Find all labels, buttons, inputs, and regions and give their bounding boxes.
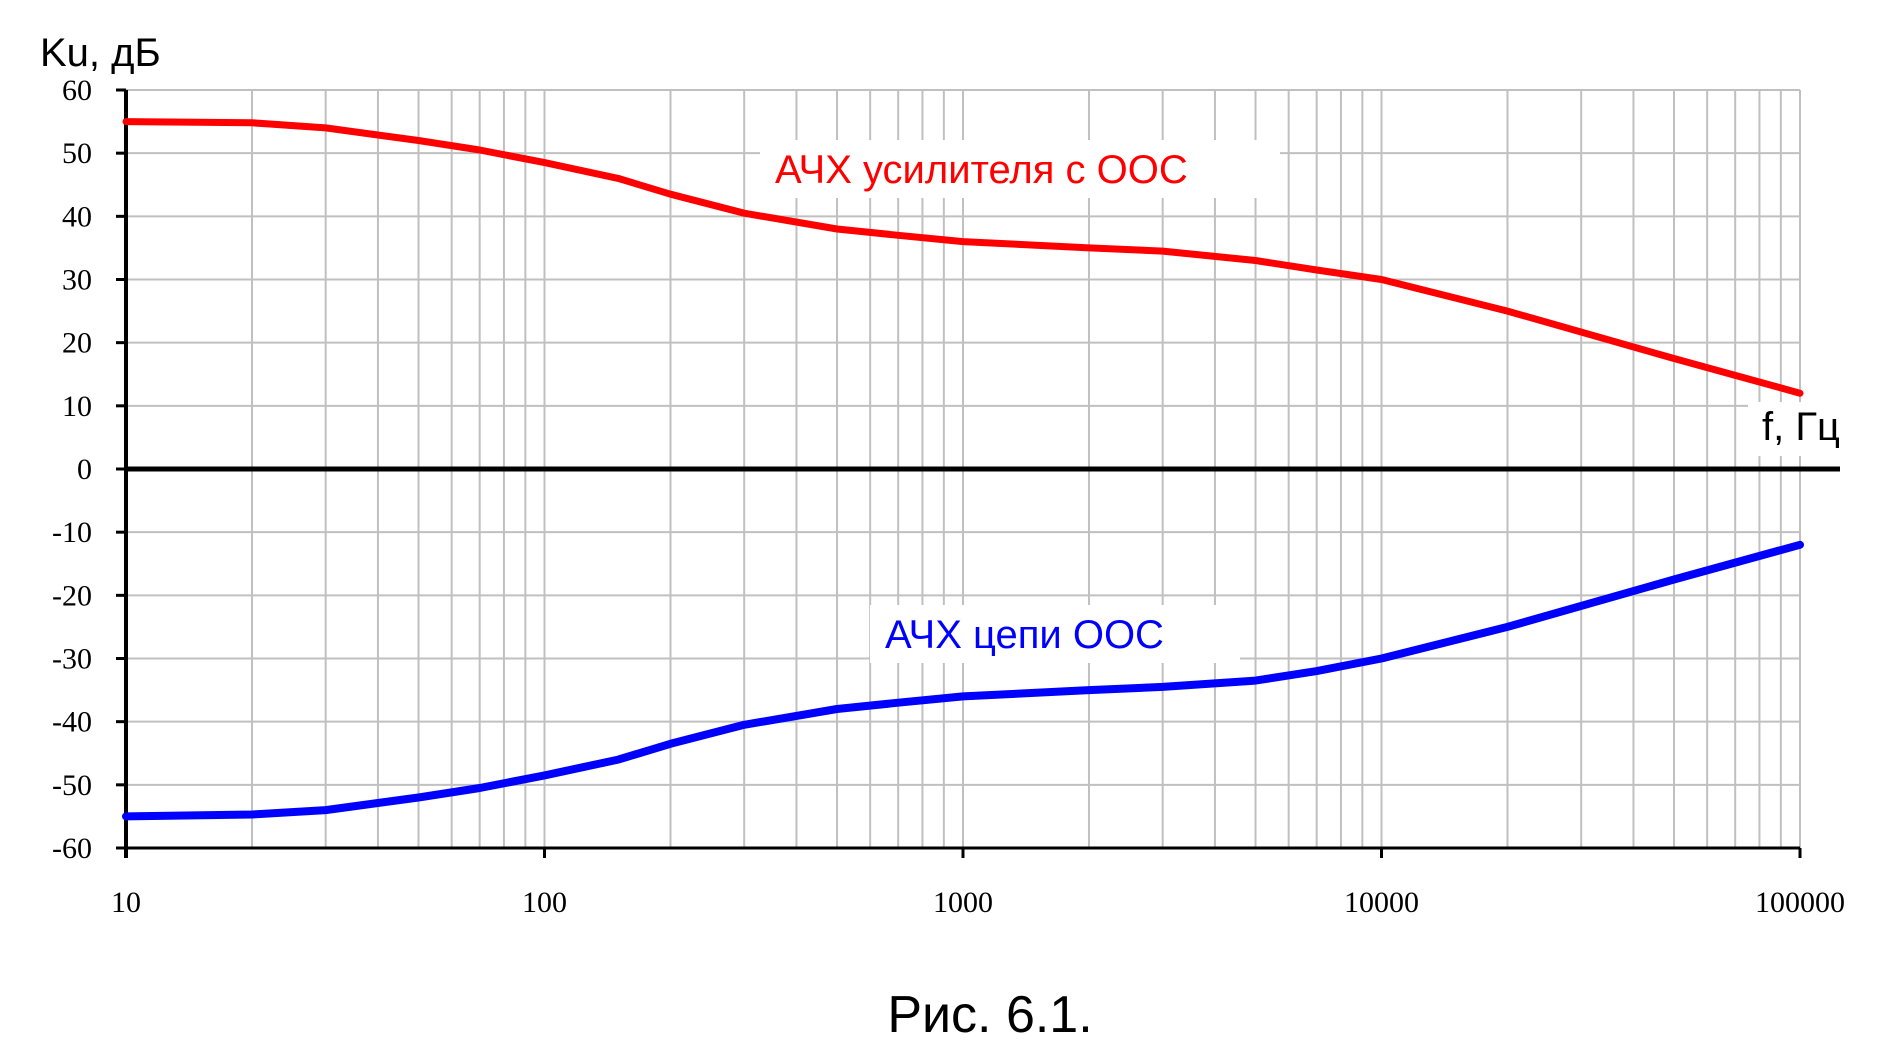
x-tick-label: 100000 [1755,886,1845,919]
x-tick-label: 1000 [933,886,993,919]
x-axis-title: f, Гц [1762,405,1840,449]
y-axis-title: Ku, дБ [40,31,161,75]
series-label-background-blue [870,605,1240,663]
figure-caption: Рис. 6.1. [887,986,1092,1044]
y-tick-label: -30 [52,643,92,676]
axes [124,90,1840,858]
y-tick-label: 30 [62,264,92,297]
y-tick-label: -60 [52,832,92,865]
x-tick-label: 10000 [1344,886,1419,919]
x-tick-label: 10 [111,886,141,919]
y-tick-label: -10 [52,516,92,549]
y-tick-label: -20 [52,579,92,612]
y-tick-label: 50 [62,137,92,170]
series-label-background-red [760,140,1280,198]
y-tick-label: 0 [77,453,92,486]
series-line-amplifier [122,118,1804,397]
y-tick-label: -40 [52,706,92,739]
x-axis-title-background [1748,402,1866,456]
series [122,118,1804,821]
y-tick-label: 60 [62,74,92,107]
y-tick-label: 20 [62,327,92,360]
x-tick-label: 100 [522,886,567,919]
series-label-amplifier: АЧХ усилителя с ООС [775,148,1188,192]
series-label-feedback: АЧХ цепи ООС [885,613,1164,657]
y-tick-labels: 60 50 40 30 20 10 0 -10 -20 -30 -40 -50 -60 [52,74,126,865]
y-tick-label: 10 [62,390,92,423]
y-tick-label: 40 [62,200,92,233]
x-tick-labels: 10 100 1000 10000 100000 [111,848,1845,919]
y-tick-label: -50 [52,769,92,802]
series-line-feedback [122,540,1804,821]
